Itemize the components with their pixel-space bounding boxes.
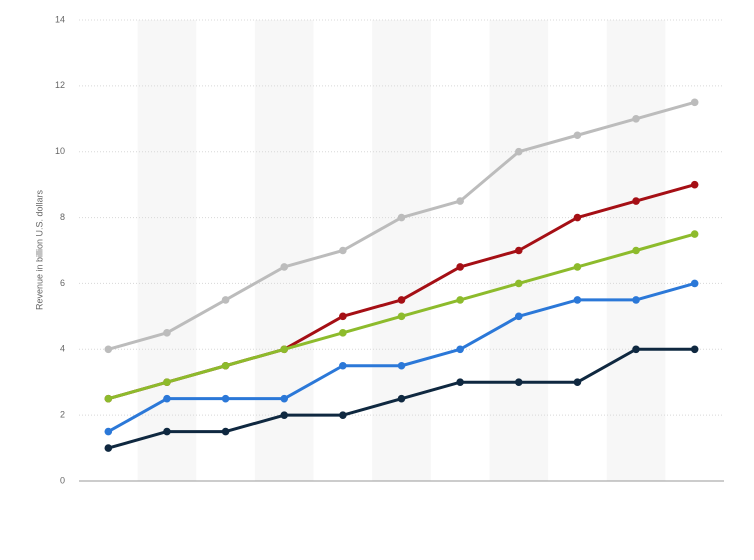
data-point bbox=[573, 296, 582, 304]
data-point bbox=[397, 312, 406, 321]
data-point bbox=[339, 329, 347, 337]
data-point bbox=[104, 345, 113, 354]
data-point bbox=[397, 213, 406, 222]
data-point bbox=[339, 246, 347, 255]
data-point bbox=[573, 131, 582, 140]
data-point bbox=[573, 213, 582, 222]
y-tick-label: 2 bbox=[60, 410, 65, 420]
y-tick-label: 6 bbox=[60, 278, 65, 288]
data-point bbox=[690, 180, 699, 189]
data-point bbox=[221, 427, 230, 436]
data-point bbox=[690, 230, 699, 238]
band-shade bbox=[254, 20, 314, 481]
data-point bbox=[339, 411, 347, 419]
data-point bbox=[573, 263, 582, 271]
data-point bbox=[632, 296, 640, 304]
y-tick-label: 4 bbox=[60, 344, 65, 354]
data-point bbox=[280, 263, 289, 271]
data-point bbox=[163, 378, 171, 387]
data-point bbox=[280, 394, 289, 403]
data-point bbox=[221, 361, 230, 370]
data-point bbox=[221, 394, 230, 403]
data-point bbox=[632, 197, 640, 205]
data-point bbox=[456, 378, 464, 387]
data-point bbox=[632, 345, 640, 354]
data-point bbox=[339, 312, 347, 321]
data-point bbox=[280, 345, 289, 354]
data-point bbox=[163, 329, 171, 337]
y-tick-label: 12 bbox=[55, 80, 65, 90]
y-tick-label: 10 bbox=[55, 146, 65, 156]
data-point bbox=[339, 361, 347, 370]
data-point bbox=[632, 114, 640, 123]
data-point bbox=[690, 279, 699, 288]
data-point bbox=[690, 98, 699, 107]
data-point bbox=[280, 411, 289, 419]
data-point bbox=[456, 197, 464, 205]
data-point bbox=[397, 296, 406, 304]
data-point bbox=[690, 345, 699, 354]
data-point bbox=[163, 427, 171, 436]
data-point bbox=[514, 279, 523, 288]
data-point bbox=[397, 394, 406, 403]
y-axis-label: Revenue in billion U.S. dollars bbox=[34, 189, 44, 310]
data-point bbox=[514, 147, 523, 156]
data-point bbox=[397, 361, 406, 370]
data-point bbox=[632, 246, 640, 255]
data-point bbox=[514, 312, 523, 321]
data-point bbox=[104, 427, 113, 436]
data-point bbox=[104, 394, 113, 403]
band-shade bbox=[372, 20, 431, 481]
data-point bbox=[104, 444, 113, 452]
data-point bbox=[514, 378, 523, 387]
y-tick-label: 8 bbox=[60, 212, 65, 222]
data-point bbox=[456, 296, 464, 304]
data-point bbox=[573, 378, 582, 387]
y-tick-label: 0 bbox=[60, 475, 65, 485]
data-point bbox=[456, 263, 464, 271]
y-tick-label: 14 bbox=[55, 14, 65, 24]
data-point bbox=[456, 345, 464, 354]
data-point bbox=[221, 296, 230, 304]
band-shade bbox=[137, 20, 197, 481]
data-point bbox=[514, 246, 523, 255]
data-point bbox=[163, 394, 171, 403]
